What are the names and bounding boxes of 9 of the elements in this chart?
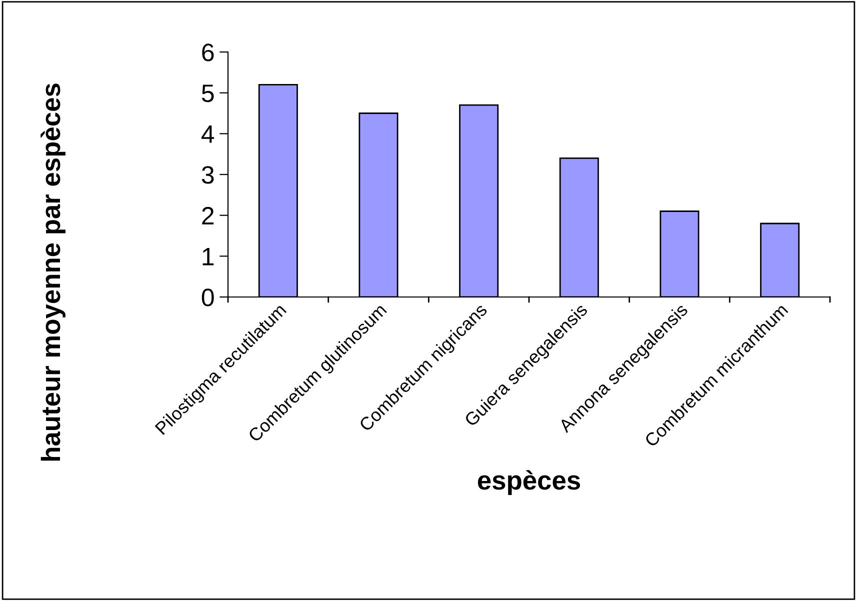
y-tick-label: 3 bbox=[202, 166, 214, 184]
y-tick-label: 4 bbox=[201, 126, 214, 143]
y-tick-label: 6 bbox=[202, 44, 214, 62]
y-tick-label: 1 bbox=[202, 248, 214, 266]
y-axis-title: hauteur moyenne par espèces bbox=[40, 84, 66, 461]
y-tick-label: 5 bbox=[202, 84, 214, 102]
y-tick-label: 0 bbox=[202, 288, 214, 306]
y-tick-label: 2 bbox=[202, 206, 214, 224]
x-axis-title: espèces bbox=[478, 470, 580, 495]
